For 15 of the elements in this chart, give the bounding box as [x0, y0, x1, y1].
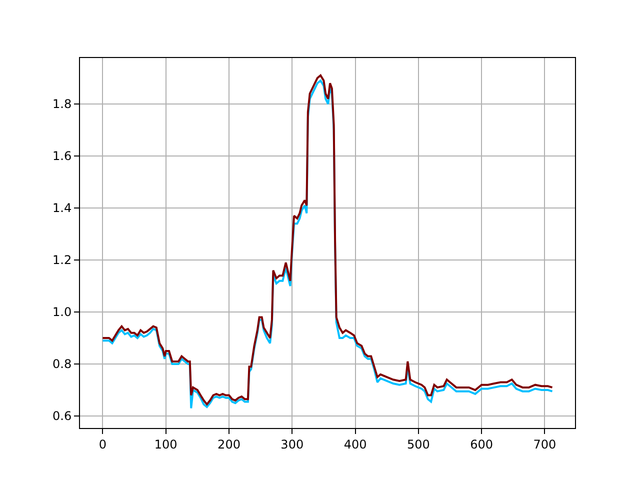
x-tick-label: 500 [406, 437, 430, 452]
y-tick-label: 1.0 [52, 305, 72, 320]
x-tick-label: 100 [154, 437, 178, 452]
y-tick-label: 1.4 [52, 201, 72, 216]
x-tick-label: 300 [280, 437, 304, 452]
y-tick-label: 1.6 [52, 149, 72, 164]
y-tick-label: 0.6 [52, 409, 72, 424]
x-tick-label: 400 [344, 437, 367, 452]
y-tick-label: 0.8 [52, 357, 72, 372]
x-tick-label: 700 [533, 437, 556, 452]
y-tick-label: 1.8 [52, 97, 72, 112]
y-tick-label: 1.2 [52, 253, 72, 268]
x-tick-label: 0 [98, 437, 107, 452]
x-tick-label: 200 [218, 437, 240, 452]
x-tick-label: 600 [470, 437, 494, 452]
